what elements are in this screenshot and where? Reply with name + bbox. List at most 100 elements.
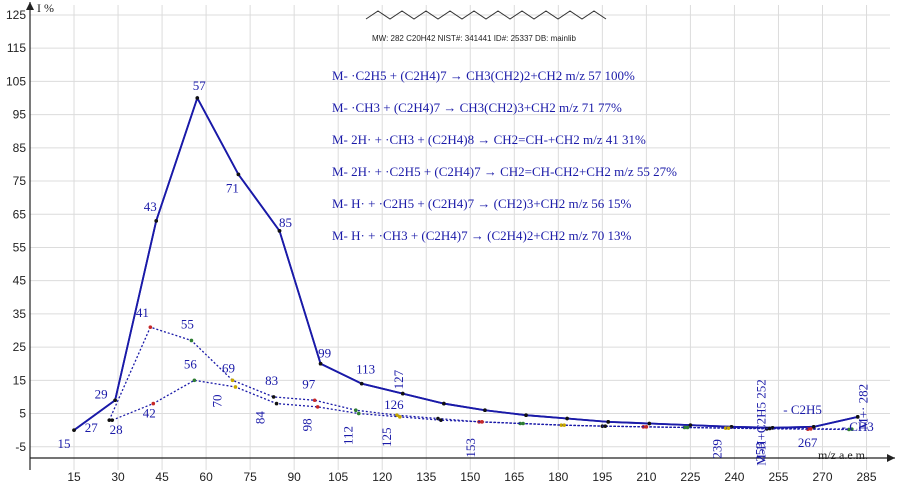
data-point [359,381,364,386]
data-point [726,426,731,430]
x-axis-label: m/z a.e.m. [818,448,868,462]
x-tick-label: 15 [67,470,81,484]
peak-label: 43 [144,199,157,214]
peak-label: 41 [136,305,149,320]
peak-label: 28 [110,422,123,437]
data-point [356,411,361,416]
series-layer [72,95,860,432]
data-point [72,428,76,432]
data-point [154,219,159,223]
peak-label: 27 [85,420,99,435]
x-tick-label: 225 [680,470,700,484]
peak-label: 113 [356,362,375,377]
fragmentation-equation: M- H· + ·CH3 + (C2H4)7 → (C2H4)2+CH2 m/z… [332,228,631,243]
series-line-2 [73,95,858,431]
data-point [688,423,693,427]
data-point [850,427,854,431]
data-point [233,385,238,389]
peak-label: 71 [226,180,239,195]
y-axis-label: I % [37,1,54,15]
data-point [113,398,117,403]
data-point [855,415,860,419]
data-point [312,398,317,403]
peak-label: 98 [300,418,315,431]
peak-label: 55 [181,316,194,331]
x-tick-label: 240 [724,470,744,484]
x-tick-label: 90 [287,470,301,484]
x-tick-label: 285 [857,470,877,484]
data-point [439,418,443,422]
peak-label: 239 [710,439,725,459]
data-point [480,420,484,424]
data-point [398,415,402,419]
x-tick-label: 45 [155,470,169,484]
data-point [524,413,528,417]
data-point [603,424,608,428]
peak-label: 99 [318,346,331,361]
peak-label: 69 [222,360,235,375]
peak-label: M+· 282 [856,384,871,430]
peak-label: 42 [143,406,156,421]
data-point [236,172,241,177]
data-point [271,395,276,399]
data-point [723,426,728,430]
x-tick-label: 105 [328,470,348,484]
fragmentation-equation: M- 2H· + ·C2H5 + (C2H4)7 → CH2=CH-CH2+CH… [332,164,677,179]
data-point [685,425,690,430]
data-point [400,391,405,396]
x-tick-label: 60 [199,470,213,484]
peak-label: 97 [302,376,316,391]
fragmentation-equations: M- ·C2H5 + (C2H4)7 → CH3(CH2)2+CH2 m/z 5… [332,68,677,243]
x-tick-label: 135 [416,470,436,484]
data-point [277,229,282,233]
peak-label: 112 [341,426,356,445]
peak-label: 56 [184,356,198,371]
fragmentation-equation: M- H· + ·C2H5 + (C2H4)7 → (CH2)3+CH2 m/z… [332,196,631,211]
data-point [521,421,525,426]
x-tick-label: 195 [592,470,612,484]
y-tick-label: 125 [6,8,26,22]
x-tick-label: 270 [812,470,832,484]
compound-header: MW: 282 C20H42 NIST#: 341441 ID#: 25337 … [372,34,577,43]
y-tick-label: 105 [6,74,26,88]
data-point [107,418,112,422]
y-tick-label: 35 [13,307,27,321]
y-tick-label: 15 [13,373,27,387]
y-tick-label: 95 [13,108,27,122]
peak-label: 70 [209,394,224,407]
x-tick-label: 150 [460,470,480,484]
x-axis-arrow [887,454,895,462]
x-tick-label: 120 [372,470,392,484]
data-point [559,423,564,427]
peak-label: - CH3 [842,419,874,434]
data-point [192,378,197,383]
peak-label: 85 [279,215,292,230]
y-tick-label: 25 [13,340,27,354]
data-point [647,421,652,426]
peak-label: 83 [265,373,278,388]
data-point [189,338,194,343]
data-point [442,401,446,406]
peak-label: M-H+C2H5 252 [754,379,769,465]
data-point [808,427,813,431]
y-tick-label: 65 [13,207,27,221]
grid [30,5,890,470]
data-point [565,416,569,421]
x-tick-label: 30 [111,470,125,484]
data-point [483,408,487,413]
peak-label: 125 [379,427,394,447]
peak-label: 15 [58,436,71,451]
y-tick-label: 45 [13,274,27,288]
y-tick-label: 115 [7,41,26,55]
series-line-3 [108,326,849,431]
peak-label: 57 [193,78,207,93]
x-tick-label: 165 [504,470,524,484]
molecule-structure [365,10,607,20]
data-point [562,423,566,427]
y-tick-label: 85 [13,141,27,155]
y-tick-label: 5 [19,407,26,421]
x-tick-label: 75 [243,470,257,484]
data-point [682,425,687,430]
data-point [148,325,153,329]
